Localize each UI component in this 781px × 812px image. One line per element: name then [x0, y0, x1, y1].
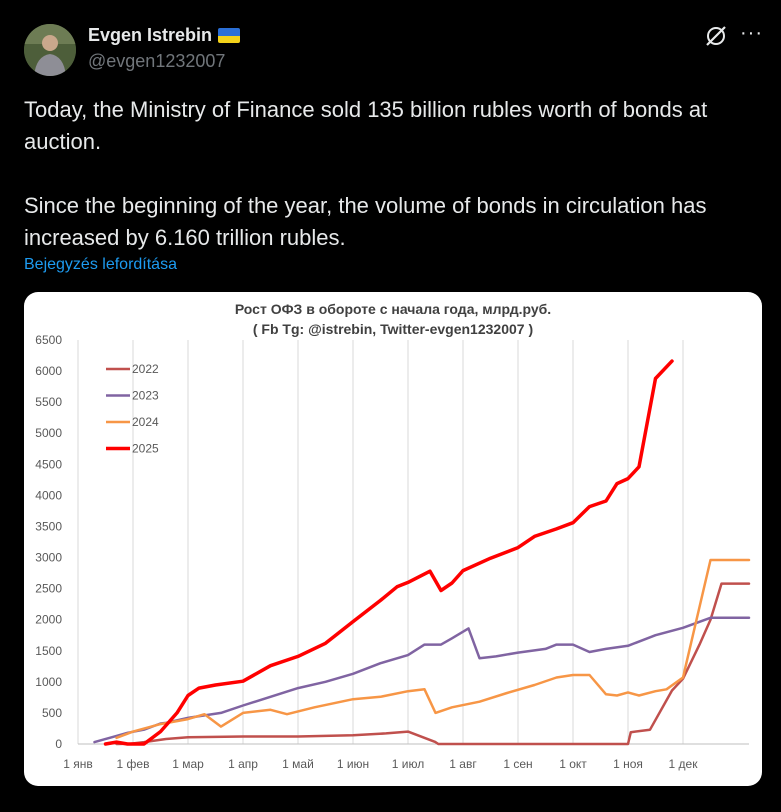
grok-icon[interactable]	[704, 24, 728, 48]
y-tick-label: 6000	[35, 364, 62, 378]
legend-label-2025: 2025	[132, 442, 159, 456]
x-tick-label: 1 авг	[449, 757, 477, 771]
x-tick-label: 1 окт	[559, 757, 587, 771]
series-line-2024	[115, 558, 751, 740]
x-tick-label: 1 ноя	[613, 757, 643, 771]
x-tick-label: 1 дек	[669, 757, 699, 771]
y-tick-label: 6500	[35, 333, 62, 347]
x-tick-label: 1 июн	[337, 757, 369, 771]
series-line-2022	[115, 582, 751, 746]
translate-link[interactable]: Bejegyzés lefordítása	[24, 256, 177, 273]
tweet-text: Today, the Ministry of Finance sold 135 …	[24, 94, 759, 254]
x-tick-label: 1 май	[282, 757, 314, 771]
x-tick-label: 1 апр	[228, 757, 258, 771]
author-name[interactable]: Evgen Istrebin	[88, 25, 213, 45]
avatar-photo	[24, 24, 76, 76]
tweet-paragraph-1: Today, the Ministry of Finance sold 135 …	[24, 97, 708, 154]
y-tick-label: 0	[55, 737, 62, 751]
chart-image[interactable]: 0 500 1000 1500 2000 2500 3000 3500 4000 4500 5000…	[24, 292, 762, 786]
y-tick-label: 2500	[35, 582, 62, 596]
legend-label-2024: 2024	[132, 415, 159, 429]
y-tick-label: 5500	[35, 395, 62, 409]
more-options-icon[interactable]: ···	[740, 22, 763, 44]
x-tick-label: 1 мар	[172, 757, 204, 771]
legend-label-2023: 2023	[132, 389, 159, 403]
chart: 0 500 1000 1500 2000 2500 3000 3500 4000 4500 5000…	[35, 301, 751, 771]
series-line-2023	[93, 616, 751, 744]
y-tick-label: 5000	[35, 426, 62, 440]
y-tick-label: 4000	[35, 488, 62, 502]
ukraine-flag-icon	[218, 28, 241, 43]
y-tick-label: 4500	[35, 457, 62, 471]
x-tick-label: 1 сен	[503, 757, 532, 771]
author-handle[interactable]: @evgen1232007	[88, 51, 226, 71]
legend-label-2022: 2022	[132, 362, 159, 376]
y-tick-label: 3000	[35, 551, 62, 565]
series-line-2025	[103, 359, 674, 746]
avatar[interactable]	[24, 24, 76, 76]
chart-title: Рост ОФЗ в обороте с начала года, млрд.р…	[235, 301, 551, 317]
x-tick-label: 1 янв	[63, 757, 93, 771]
y-tick-label: 2000	[35, 613, 62, 627]
tweet-paragraph-2: Since the beginning of the year, the vol…	[24, 193, 707, 250]
y-tick-label: 1000	[35, 675, 62, 689]
y-tick-label: 1500	[35, 644, 62, 658]
y-tick-label: 3500	[35, 519, 62, 533]
y-tick-label: 500	[42, 706, 62, 720]
chart-subtitle: ( Fb Tg: @istrebin, Twitter-evgen1232007…	[253, 321, 533, 337]
x-tick-label: 1 июл	[392, 757, 424, 771]
x-tick-label: 1 фев	[117, 757, 150, 771]
